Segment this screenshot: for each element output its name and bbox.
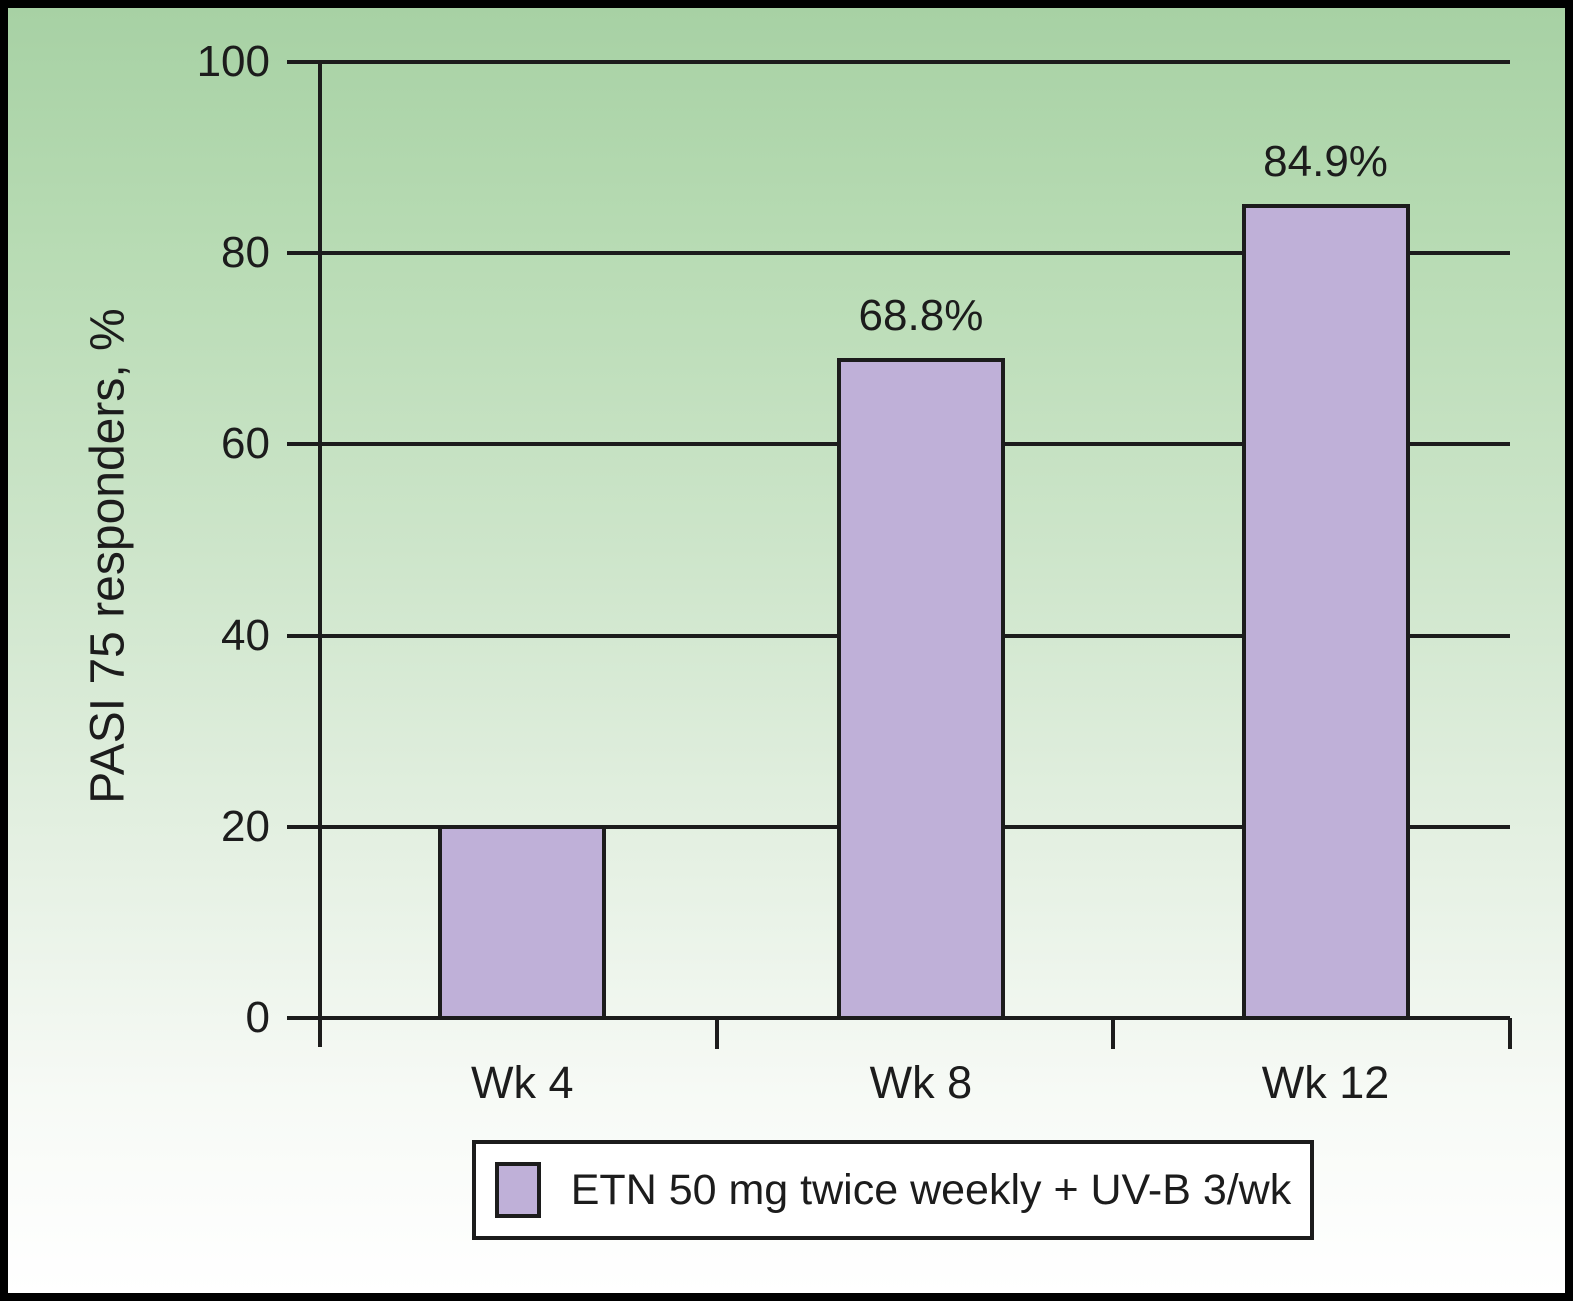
y-axis-line (318, 60, 322, 1047)
x-category-label: Wk 12 (1261, 1057, 1390, 1108)
bar-wk-8 (836, 358, 1005, 1020)
bar-wk-12 (1241, 204, 1410, 1020)
x-category-label: Wk 4 (471, 1057, 574, 1108)
y-tick-label: 40 (221, 610, 270, 660)
bar-value-label: 84.9% (1263, 137, 1388, 187)
plot-area: 0 20 40 60 80 100 Wk 4 68.8% Wk 8 84.9% Wk 12 (197, 40, 1512, 1105)
bar-wk-4 (438, 824, 607, 1020)
legend-label: ETN 50 mg twice weekly + UV-B 3/wk (570, 1165, 1292, 1214)
y-axis-title: PASI 75 responders, % (81, 308, 135, 804)
y-tick-label: 80 (221, 228, 270, 278)
gridline (287, 251, 1510, 256)
legend: ETN 50 mg twice weekly + UV-B 3/wk (472, 1140, 1314, 1240)
x-tick (1111, 1018, 1116, 1049)
gridline (287, 60, 1510, 64)
y-tick-label: 60 (221, 419, 270, 469)
y-tick-label: 100 (196, 37, 270, 86)
y-tick-label: 0 (245, 993, 270, 1042)
bar-value-label: 68.8% (858, 291, 984, 341)
x-tick (1508, 1018, 1512, 1049)
x-category-label: Wk 8 (869, 1057, 973, 1108)
y-tick-label: 20 (221, 801, 270, 851)
legend-swatch-icon (494, 1162, 541, 1218)
x-tick (714, 1018, 719, 1049)
